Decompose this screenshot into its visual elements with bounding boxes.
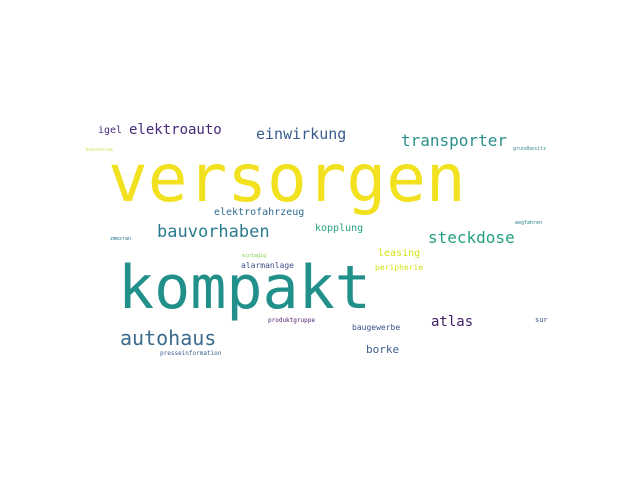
- word-transporter: transporter: [401, 131, 507, 150]
- word-wegfahren: wegfahren: [515, 220, 543, 226]
- word-alarmanlage: alarmanlage: [241, 261, 294, 270]
- word-sur: sur: [535, 316, 548, 324]
- word-bauvorhaben: bauvorhaben: [157, 222, 270, 242]
- word-versorgen: versorgen: [108, 140, 466, 217]
- word-leasing: leasing: [378, 248, 421, 259]
- word-elektroauto: elektroauto: [129, 122, 222, 138]
- word-igel: igel: [98, 125, 123, 136]
- word-kontrastrum: kontrastrum: [86, 147, 113, 152]
- word-baugewerbe: baugewerbe: [352, 323, 401, 332]
- word-peripherie: peripherie: [375, 263, 424, 272]
- word-steckdose: steckdose: [428, 228, 515, 247]
- word-borke: borke: [366, 343, 400, 356]
- word-atlas: atlas: [431, 314, 474, 330]
- word-autohaus: autohaus: [120, 326, 217, 350]
- word-elektrofahrzeug: elektrofahrzeug: [214, 207, 305, 218]
- word-kopplung: kopplung: [315, 223, 364, 234]
- word-einwirkung: einwirkung: [256, 125, 347, 143]
- word-kompakt: kompakt: [118, 253, 371, 323]
- word-produktgruppe: produktgruppe: [268, 317, 315, 324]
- word-grundbesitz: grundbesitz: [513, 146, 547, 152]
- word-zmexran: zmexran: [110, 236, 132, 242]
- word-eintagig: eintagig: [242, 253, 267, 259]
- word-presseinformation: presseinformation: [160, 350, 222, 357]
